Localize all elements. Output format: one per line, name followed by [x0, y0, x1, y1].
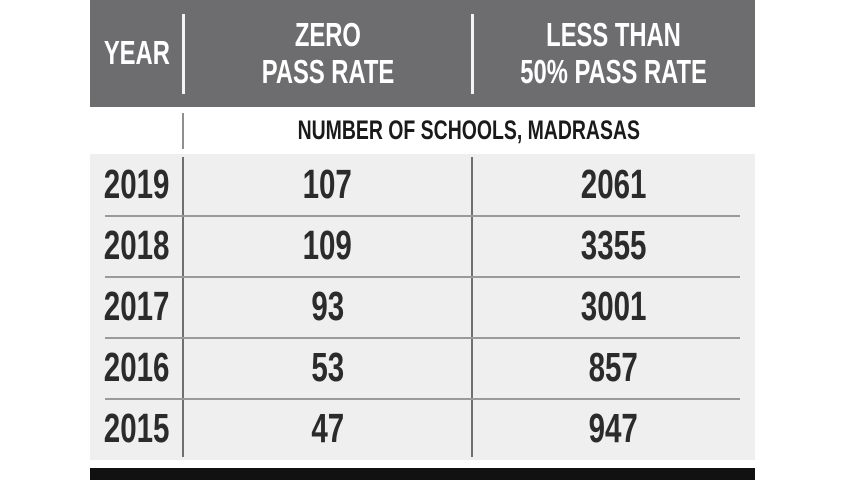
row-separator [105, 337, 740, 339]
header-less-line1: LESS THAN [546, 15, 681, 53]
less-than-50-value: 857 [588, 344, 639, 390]
units-label: NUMBER OF SCHOOLS, MADRASAS [297, 115, 641, 145]
table-row: 2015 47 947 [90, 398, 755, 459]
less-than-50-value: 947 [588, 405, 639, 451]
year-cell: 2016 [103, 344, 170, 390]
body-column-divider [471, 157, 473, 457]
table-body: 2019 107 2061 2018 109 3355 2017 93 3001… [90, 154, 755, 460]
zero-pass-rate-value: 53 [311, 344, 344, 390]
zero-pass-rate-value: 93 [311, 283, 344, 329]
header-column-divider [471, 14, 474, 94]
units-column-divider [182, 113, 184, 149]
header-zero-line2: PASS RATE [261, 52, 394, 90]
year-cell: 2019 [103, 161, 170, 207]
less-than-50-value: 2061 [580, 161, 647, 207]
year-cell: 2017 [103, 283, 170, 329]
table-row: 2016 53 857 [90, 337, 755, 398]
table-row: 2017 93 3001 [90, 276, 755, 337]
bottom-gap [90, 460, 755, 468]
zero-pass-rate-value: 107 [302, 161, 353, 207]
units-row: NUMBER OF SCHOOLS, MADRASAS [90, 107, 755, 154]
header-zero-pass-rate: ZERO PASS RATE [183, 0, 472, 107]
row-separator [105, 215, 740, 217]
row-separator [105, 398, 740, 400]
zero-pass-rate-value: 109 [302, 222, 353, 268]
header-less-line2: 50% PASS RATE [520, 52, 707, 90]
table-header: YEAR ZERO PASS RATE LESS THAN 50% PASS R… [90, 0, 755, 107]
infographic-table: YEAR ZERO PASS RATE LESS THAN 50% PASS R… [90, 0, 755, 480]
header-year: YEAR [90, 0, 183, 107]
header-column-divider [182, 14, 185, 94]
less-than-50-value: 3001 [580, 283, 647, 329]
bottom-bar [90, 468, 755, 480]
table-row: 2019 107 2061 [90, 154, 755, 215]
zero-pass-rate-value: 47 [311, 405, 344, 451]
row-separator [105, 276, 740, 278]
table-row: 2018 109 3355 [90, 215, 755, 276]
header-year-label: YEAR [103, 34, 170, 72]
less-than-50-value: 3355 [580, 222, 647, 268]
header-zero-line1: ZERO [294, 15, 361, 53]
year-cell: 2015 [103, 405, 170, 451]
body-column-divider [182, 157, 184, 457]
year-cell: 2018 [103, 222, 170, 268]
header-less-than-50-pass-rate: LESS THAN 50% PASS RATE [472, 0, 755, 107]
